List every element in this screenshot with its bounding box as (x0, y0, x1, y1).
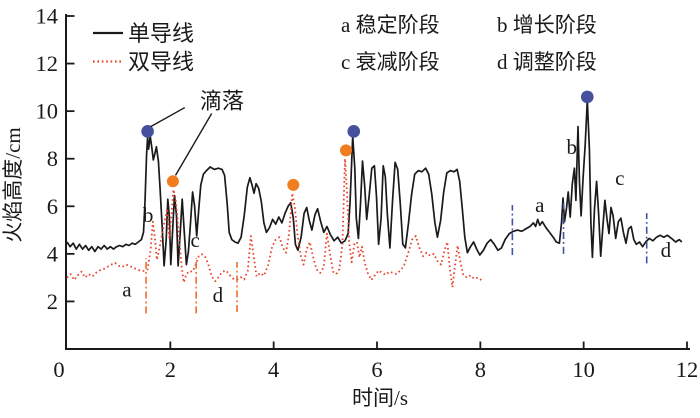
x-tick-label: 8 (475, 357, 486, 382)
legend-label: 双导线 (128, 50, 194, 75)
x-axis-title: 时间/s (352, 386, 408, 410)
y-tick-label: 8 (47, 146, 58, 171)
single-wire-peak-marker (580, 90, 594, 104)
y-tick-label: 2 (47, 289, 58, 314)
phase-letter: c (615, 166, 624, 190)
x-tick-label: 0 (53, 357, 64, 382)
x-tick-label: 6 (371, 357, 382, 382)
single-wire-peak-marker (141, 125, 154, 138)
phase-letter: a (122, 278, 132, 302)
stage-legend-item-b: b 增长阶段 (497, 13, 597, 37)
x-tick-label: 4 (268, 357, 279, 382)
stage-legend-item-d: d 调整阶段 (497, 50, 597, 74)
phase-letter: c (190, 228, 199, 252)
x-tick-label: 2 (165, 357, 176, 382)
stage-legend-item-a: a 稳定阶段 (341, 13, 440, 37)
phase-letter: d (661, 238, 672, 262)
drip-event-marker (340, 144, 352, 157)
y-tick-label: 6 (47, 194, 58, 219)
phase-letter: b (143, 203, 154, 227)
stage-legend-item-c: c 衰减阶段 (341, 50, 440, 74)
drip-event-marker (287, 178, 300, 191)
legend-label: 单导线 (128, 21, 194, 46)
y-tick-label: 14 (36, 4, 59, 29)
drip-pointer-line (174, 113, 213, 176)
phase-letter: a (535, 193, 545, 217)
y-tick-label: 4 (47, 241, 58, 266)
y-tick-label: 10 (36, 99, 59, 124)
drip-event-marker (166, 175, 179, 188)
x-tick-label: 12 (676, 357, 699, 382)
single-wire-curve (66, 99, 683, 267)
y-tick-label: 12 (36, 51, 59, 76)
drip-pointer-line (150, 106, 186, 128)
x-tick-label: 10 (572, 357, 595, 382)
drip-label: 滴落 (200, 88, 244, 113)
phase-letter: d (213, 283, 224, 307)
phase-letter: b (567, 135, 578, 159)
single-wire-peak-marker (347, 125, 361, 138)
y-axis-title: 火焰高度/cm (1, 127, 25, 243)
